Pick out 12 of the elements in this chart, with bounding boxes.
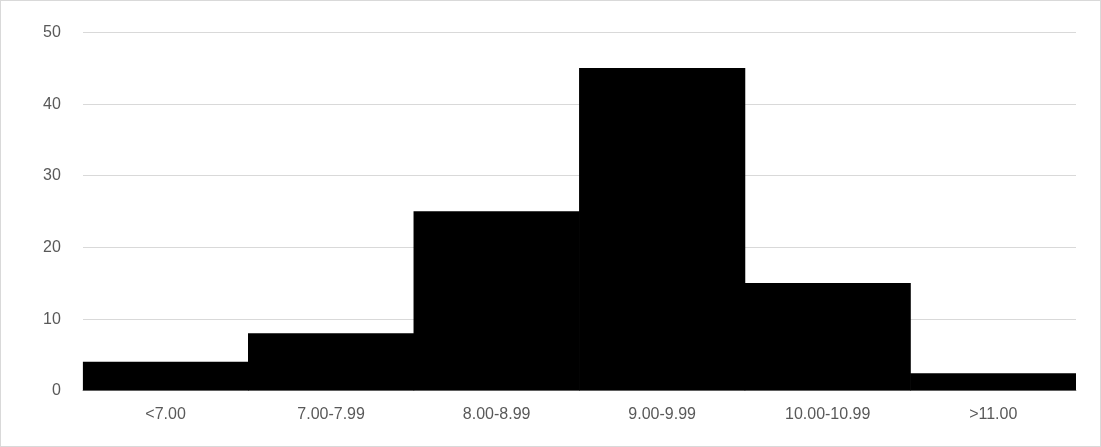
y-tick-label: 30 — [43, 166, 61, 184]
x-tick-label: 7.00-7.99 — [297, 404, 365, 422]
x-tick-label: 9.00-9.99 — [628, 404, 697, 422]
x-tick-label: >11.00 — [969, 404, 1018, 422]
x-tick-label: 10.00-10.99 — [785, 404, 871, 422]
y-tick-label: 0 — [51, 381, 61, 399]
y-tick-label: 20 — [43, 237, 61, 255]
x-tick-label: <7.00 — [145, 404, 186, 422]
x-tick-label: 8.00-8.99 — [462, 404, 531, 422]
y-tick-label: 50 — [43, 23, 61, 41]
y-tick-label: 10 — [43, 309, 61, 327]
y-tick-label: 40 — [43, 94, 61, 112]
